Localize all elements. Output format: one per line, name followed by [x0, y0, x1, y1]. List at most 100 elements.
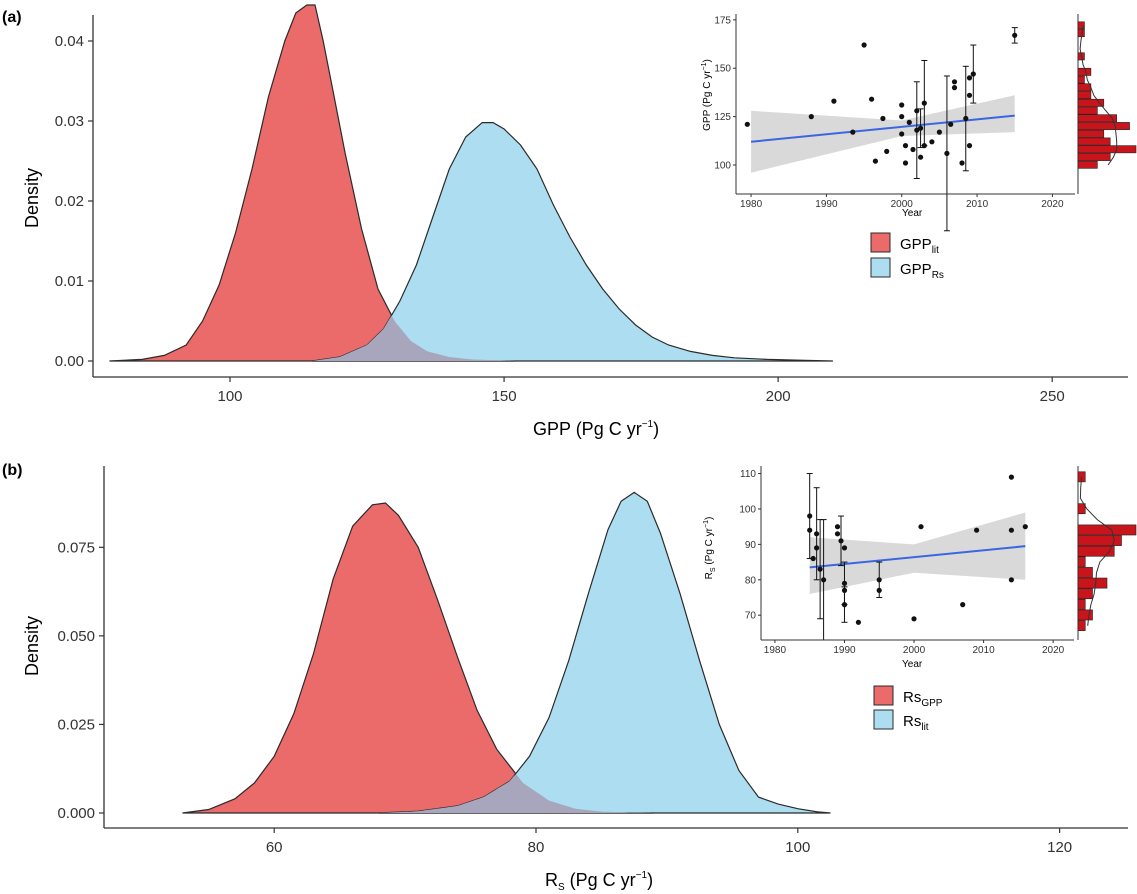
- panel-b-inset-data-point: [841, 580, 848, 586]
- panel-a-inset-trend-line: [750, 114, 1015, 143]
- panel-a-density-overlap: [312, 315, 516, 361]
- panel-a-inset-hist-bar: [1077, 129, 1105, 138]
- panel-a-inset-data-point: [929, 139, 935, 145]
- panel-a-legend: GPPlit GPPRs: [870, 232, 944, 281]
- panel-b-inset-hist-bar: [1077, 588, 1093, 600]
- panel-b-inset-scatter: [806, 473, 1028, 641]
- panel-b-inset-hist-density-curve: [1079, 477, 1115, 626]
- panel-a-inset-data-point: [902, 160, 909, 166]
- panel-b-inset-x-tick-label: 2020: [1042, 645, 1065, 656]
- panel-a-density-gpp-rs: [312, 122, 833, 362]
- panel-a-inset-data-point: [966, 92, 973, 98]
- panel-a-y-tick-label: 0.01: [55, 273, 84, 290]
- panel-b-inset-data-point: [807, 527, 813, 533]
- panel-a-inset-confidence-band: [751, 95, 1015, 173]
- legend-swatch-rs-gpp: [873, 685, 894, 706]
- panel-b-inset-data-point: [960, 602, 966, 608]
- panel-b-inset-data-point: [855, 619, 862, 625]
- panel-a-inset-data-point: [869, 96, 875, 102]
- panel-b-inset-y-tick-label: 70: [745, 611, 757, 622]
- panel-b-inset-x-tick-label: 2000: [903, 645, 926, 656]
- panel-a-inset-hist-bar: [1077, 106, 1098, 115]
- panel-b-inset-hist-bar: [1077, 567, 1093, 578]
- panel-a-inset-data-point: [880, 115, 886, 122]
- panel-a-inset-y-tick-label: 100: [714, 160, 731, 171]
- panel-a-x-tick-label: 100: [218, 388, 243, 405]
- panel-b-inset-axes: 1980 1990 2000 2010 2020 70 80 90 100 110: [739, 466, 1074, 656]
- panel-a-y-axis-title: Density: [22, 168, 42, 228]
- panel-a-inset-x-tick-label: 2020: [1041, 199, 1064, 210]
- panel-b-y-tick-label: 0.075: [57, 539, 95, 556]
- panel-b-inset-y-tick-label: 90: [745, 540, 757, 551]
- panel-b-x-tick-label: 80: [528, 839, 545, 856]
- panel-a-x-tick-label: 150: [492, 388, 517, 405]
- panel-a-x-axis-title: GPP (Pg C yr−1): [533, 419, 659, 439]
- panel-b: (b) 60 80 100 120 0.000 0.025 0.050 0.075 RS (…: [2, 462, 1137, 893]
- panel-a-inset-data-point: [906, 119, 912, 125]
- panel-a-inset-y-title: GPP (Pg C yr−1): [701, 59, 713, 131]
- panel-b-inset-data-point: [974, 527, 980, 533]
- panel-a-inset-hist-bar: [1077, 83, 1092, 92]
- panel-a-y-tick-label: 0.04: [55, 33, 84, 50]
- panel-b-density-rs-lit: [378, 491, 831, 814]
- legend-label-rs-lit: Rslit: [903, 713, 929, 733]
- legend-label-gpp-lit: GPPlit: [900, 236, 939, 256]
- panel-a-inset-hist-bar: [1077, 153, 1111, 161]
- panel-a-inset-data-point: [831, 98, 837, 104]
- panel-a-y-tick-label: 0.02: [55, 193, 84, 210]
- panel-b-inset-data-point: [841, 545, 848, 551]
- panel-b-x-tick-label: 60: [266, 839, 283, 856]
- panel-b-inset-data-point: [834, 531, 841, 537]
- legend-swatch-rs-lit: [873, 709, 894, 730]
- panel-b-y-tick-label: 0.050: [57, 628, 95, 645]
- panel-b-inset-hist-bar: [1077, 609, 1093, 621]
- panel-b-inset-hist-bar: [1077, 620, 1086, 631]
- panel-a-inset-y-tick-label: 125: [714, 112, 731, 123]
- panel-a-inset-data-point: [921, 143, 927, 149]
- panel-a-inset-hist-bar: [1077, 122, 1130, 130]
- panel-a-x-axis: 100 150 200 250: [218, 377, 1065, 405]
- panel-a-inset-data-point: [1012, 32, 1018, 38]
- panel-a-inset-data-point: [910, 146, 916, 153]
- panel-b-inset-data-point: [821, 577, 827, 583]
- panel-b-inset-data-point: [1008, 474, 1015, 480]
- panel-a-inset-hist-bar: [1077, 98, 1105, 107]
- panel-a-inset-data-point: [959, 160, 965, 166]
- panel-a-inset-hist-bar: [1077, 145, 1137, 154]
- panel-a-inset-data-point: [872, 158, 879, 164]
- panel-a-inset-data-point: [850, 129, 856, 135]
- panel-b-letter: (b): [2, 462, 22, 479]
- panel-b-inset-hist-bar: [1077, 598, 1086, 610]
- panel-b-inset-data-point: [918, 524, 924, 530]
- panel-b-density-overlap: [378, 774, 654, 813]
- panel-a-inset-hist-density-curve: [1079, 25, 1118, 166]
- panel-a-density-plot: [92, 4, 1128, 378]
- panel-b-inset-data-point: [1008, 527, 1015, 533]
- panel-b-inset-y-title: RS (Pg C yr−1): [703, 517, 717, 580]
- panel-b-inset-hist-bar: [1077, 524, 1137, 536]
- panel-b-inset-data-point: [1008, 577, 1015, 583]
- panel-b-x-axis: 60 80 100 120: [266, 828, 1072, 856]
- panel-b-inset-x-tick-label: 1990: [833, 645, 856, 656]
- panel-a-y-tick-label: 0.03: [55, 113, 84, 130]
- panel-b-y-axis: 0.000 0.025 0.050 0.075: [57, 539, 104, 822]
- panel-b-inset-data-point: [841, 602, 848, 608]
- panel-b-inset-y-tick-label: 100: [739, 504, 756, 515]
- panel-b-legend: RsGPP Rslit: [873, 685, 943, 733]
- panel-a-inset-data-point: [921, 100, 927, 106]
- panel-a-inset-data-point: [899, 131, 905, 137]
- panel-b-x-axis-title: RS (Pg C yr−1): [545, 870, 653, 893]
- panel-b-inset-hist-bar: [1077, 577, 1108, 589]
- panel-a-inset-data-point: [966, 143, 973, 149]
- panel-a-x-tick-label: 200: [766, 388, 791, 405]
- panel-a-inset-data-point: [966, 75, 973, 81]
- panel-a-inset-y-tick-label: 175: [714, 15, 731, 26]
- panel-a-inset-data-point: [944, 150, 950, 156]
- panel-a-inset-x-tick-label: 1980: [740, 199, 763, 210]
- panel-a-inset-data-point: [918, 154, 924, 160]
- panel-b-inset-data-point: [911, 616, 917, 622]
- panel-b-inset-x-tick-label: 2010: [972, 645, 995, 656]
- panel-b-inset-data-point: [1022, 524, 1028, 530]
- panel-b-inset-data-point: [807, 513, 813, 519]
- panel-b-y-tick-label: 0.000: [57, 805, 95, 822]
